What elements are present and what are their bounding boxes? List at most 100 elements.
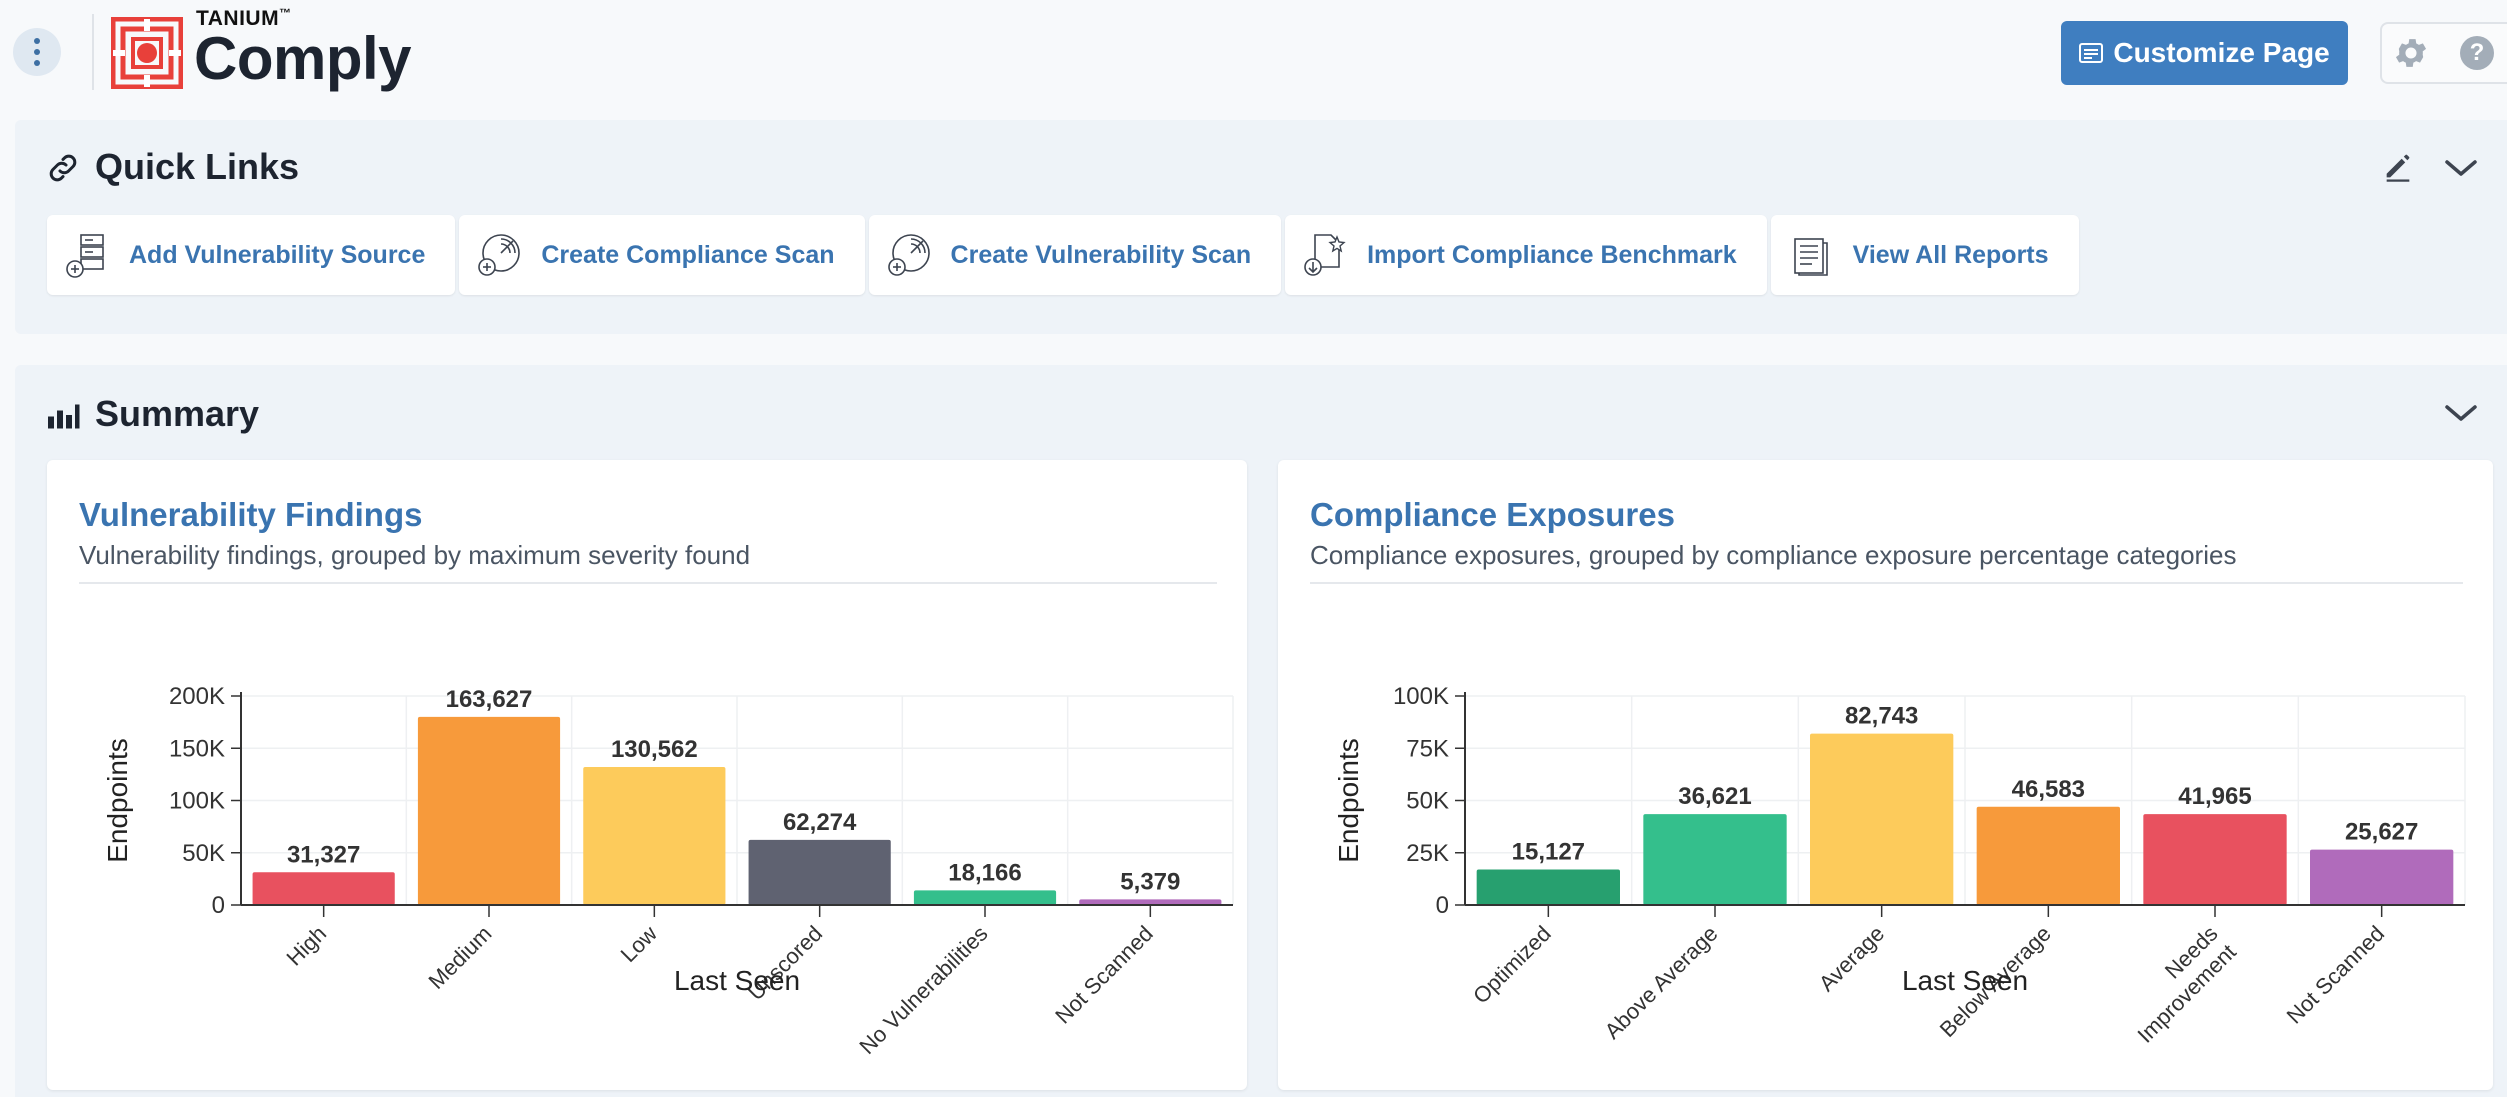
customize-page-button[interactable]: Customize Page xyxy=(2061,21,2348,85)
y-axis-title: Endpoints xyxy=(1333,738,1364,863)
brand-name: TANIUM™ xyxy=(196,6,292,30)
collapse-summary-chevron-icon[interactable] xyxy=(2443,401,2479,425)
y-axis-title: Endpoints xyxy=(102,738,133,863)
kebab-menu-icon xyxy=(34,38,40,66)
data-label-high: 31,327 xyxy=(287,841,360,868)
compliance-exposures-title[interactable]: Compliance Exposures xyxy=(1310,496,1675,533)
quick-links-title: Quick Links xyxy=(95,146,300,187)
x-tick-label-line: Average xyxy=(1814,921,1889,996)
x-tick-label-not-scanned: Not Scanned xyxy=(1050,921,1158,1029)
main-menu-button[interactable] xyxy=(13,28,61,76)
bar-low[interactable] xyxy=(583,767,726,905)
x-tick-label-optimized: Optimized xyxy=(1468,921,1556,1009)
data-label-needs-improvement: 41,965 xyxy=(2178,783,2251,810)
y-tick-label: 0 xyxy=(212,892,225,919)
y-tick-label: 100K xyxy=(169,788,225,815)
top-bar: TANIUM™ Comply Customize Page ? xyxy=(0,0,2507,110)
data-label-unscored: 62,274 xyxy=(783,809,857,836)
bar-medium[interactable] xyxy=(417,716,561,905)
x-tick-label-high: High xyxy=(282,921,332,971)
reports-icon xyxy=(1793,238,1828,276)
bar-needs-improvement[interactable] xyxy=(2143,814,2287,905)
x-tick-label-line: Not Scanned xyxy=(1050,921,1158,1029)
x-tick-label-line: Medium xyxy=(424,921,497,994)
data-label-medium: 163,627 xyxy=(446,686,533,713)
customize-page-label: Customize Page xyxy=(2113,37,2330,68)
x-tick-label-line: Not Scanned xyxy=(2282,921,2390,1029)
add-vulnerability-source-link[interactable]: Add Vulnerability Source xyxy=(47,215,456,295)
y-tick-label: 0 xyxy=(1436,892,1449,919)
x-axis-title: Last Seen xyxy=(674,965,800,996)
x-tick-label-average: Average xyxy=(1814,921,1889,996)
x-tick-label-medium: Medium xyxy=(424,921,497,994)
compliance-exposures-card: Compliance Exposures Compliance exposure… xyxy=(1278,460,2493,1090)
bar-not-scanned[interactable] xyxy=(1079,899,1222,905)
view-all-reports-label: View All Reports xyxy=(1852,240,2049,269)
server-add-icon xyxy=(66,234,104,278)
data-label-not-scanned: 25,627 xyxy=(2345,819,2418,846)
data-label-no-vulnerabilities: 18,166 xyxy=(948,859,1021,886)
vulnerability-findings-chart: 0 50K 100K 150K 200K 31,327 High 163,627 Medium 1… xyxy=(102,683,1234,1059)
card-divider xyxy=(79,582,1217,584)
y-tick-label: 200K xyxy=(169,683,225,710)
x-tick-label-above-average: Above Average xyxy=(1600,921,1723,1044)
y-tick-label: 100K xyxy=(1393,683,1449,710)
gear-icon[interactable] xyxy=(2392,34,2430,72)
compliance-exposures-subtitle: Compliance exposures, grouped by complia… xyxy=(1310,540,2237,570)
x-tick-label-line: Above Average xyxy=(1600,921,1723,1044)
comply-logo-icon xyxy=(111,17,183,89)
create-vulnerability-scan-label: Create Vulnerability Scan xyxy=(950,240,1252,269)
bar-high[interactable] xyxy=(252,872,395,905)
vulnerability-findings-card: Vulnerability Findings Vulnerability fin… xyxy=(47,460,1247,1090)
x-tick-label-low: Low xyxy=(616,921,662,967)
customize-icon xyxy=(2079,43,2104,63)
x-tick-label-not-scanned: Not Scanned xyxy=(2282,921,2390,1029)
link-icon xyxy=(49,154,77,182)
quick-links-panel: Quick Links Add Vulnerability Source xyxy=(15,120,2507,334)
edit-icon[interactable] xyxy=(2381,148,2415,184)
data-label-above-average: 36,621 xyxy=(1678,783,1751,810)
collapse-quick-links-chevron-icon[interactable] xyxy=(2443,156,2479,180)
create-compliance-scan-link[interactable]: Create Compliance Scan xyxy=(459,215,865,295)
header-divider xyxy=(92,14,94,90)
y-tick-label: 25K xyxy=(1406,840,1449,867)
data-label-below-average: 46,583 xyxy=(2012,776,2085,803)
import-benchmark-icon xyxy=(1304,234,1346,276)
x-tick-label-line: Low xyxy=(616,921,662,967)
compliance-exposures-chart: 0 25K 50K 75K 100K 15,127 Optimized 36,621 Above… xyxy=(1333,683,2466,1048)
bar-not-scanned[interactable] xyxy=(2310,849,2454,905)
radar-add-icon xyxy=(478,234,521,276)
x-tick-label-no-vulnerabilities: No Vulnerabilities xyxy=(854,921,992,1059)
y-tick-label: 50K xyxy=(1406,788,1449,815)
x-tick-label-line: No Vulnerabilities xyxy=(854,921,992,1059)
y-tick-label: 150K xyxy=(169,735,225,762)
view-all-reports-link[interactable]: View All Reports xyxy=(1770,215,2079,295)
vulnerability-findings-title[interactable]: Vulnerability Findings xyxy=(79,496,423,533)
bar-above-average[interactable] xyxy=(1643,814,1787,905)
create-compliance-scan-label: Create Compliance Scan xyxy=(541,240,835,269)
data-label-optimized: 15,127 xyxy=(1512,838,1585,865)
bar-unscored[interactable] xyxy=(748,839,891,905)
bar-no-vulnerabilities[interactable] xyxy=(913,890,1057,905)
x-tick-label-needs-improvement: NeedsImprovement xyxy=(2114,921,2241,1048)
summary-panel: Summary Vulnerability Findings Vulnerabi… xyxy=(15,365,2507,1097)
y-tick-label: 75K xyxy=(1406,735,1449,762)
radar-add-icon xyxy=(887,234,930,276)
data-label-average: 82,743 xyxy=(1845,703,1918,730)
bar-average[interactable] xyxy=(1810,733,1954,905)
x-tick-label-line: Optimized xyxy=(1468,921,1556,1009)
app-name: Comply xyxy=(194,25,412,92)
bar-chart-icon xyxy=(48,404,80,429)
vulnerability-findings-subtitle: Vulnerability findings, grouped by maxim… xyxy=(79,540,751,570)
data-label-not-scanned: 5,379 xyxy=(1120,868,1180,895)
bar-optimized[interactable] xyxy=(1476,869,1620,905)
y-tick-label: 50K xyxy=(182,840,225,867)
import-compliance-benchmark-label: Import Compliance Benchmark xyxy=(1367,240,1737,269)
x-tick-label-line: High xyxy=(282,921,332,971)
create-vulnerability-scan-link[interactable]: Create Vulnerability Scan xyxy=(868,215,1282,295)
bar-below-average[interactable] xyxy=(1976,806,2120,905)
x-axis-title: Last Seen xyxy=(1902,965,2028,996)
quick-links-row: Add Vulnerability Source Create Complian… xyxy=(47,215,2079,295)
import-compliance-benchmark-link[interactable]: Import Compliance Benchmark xyxy=(1285,215,1767,295)
help-icon[interactable]: ? xyxy=(2460,36,2494,70)
